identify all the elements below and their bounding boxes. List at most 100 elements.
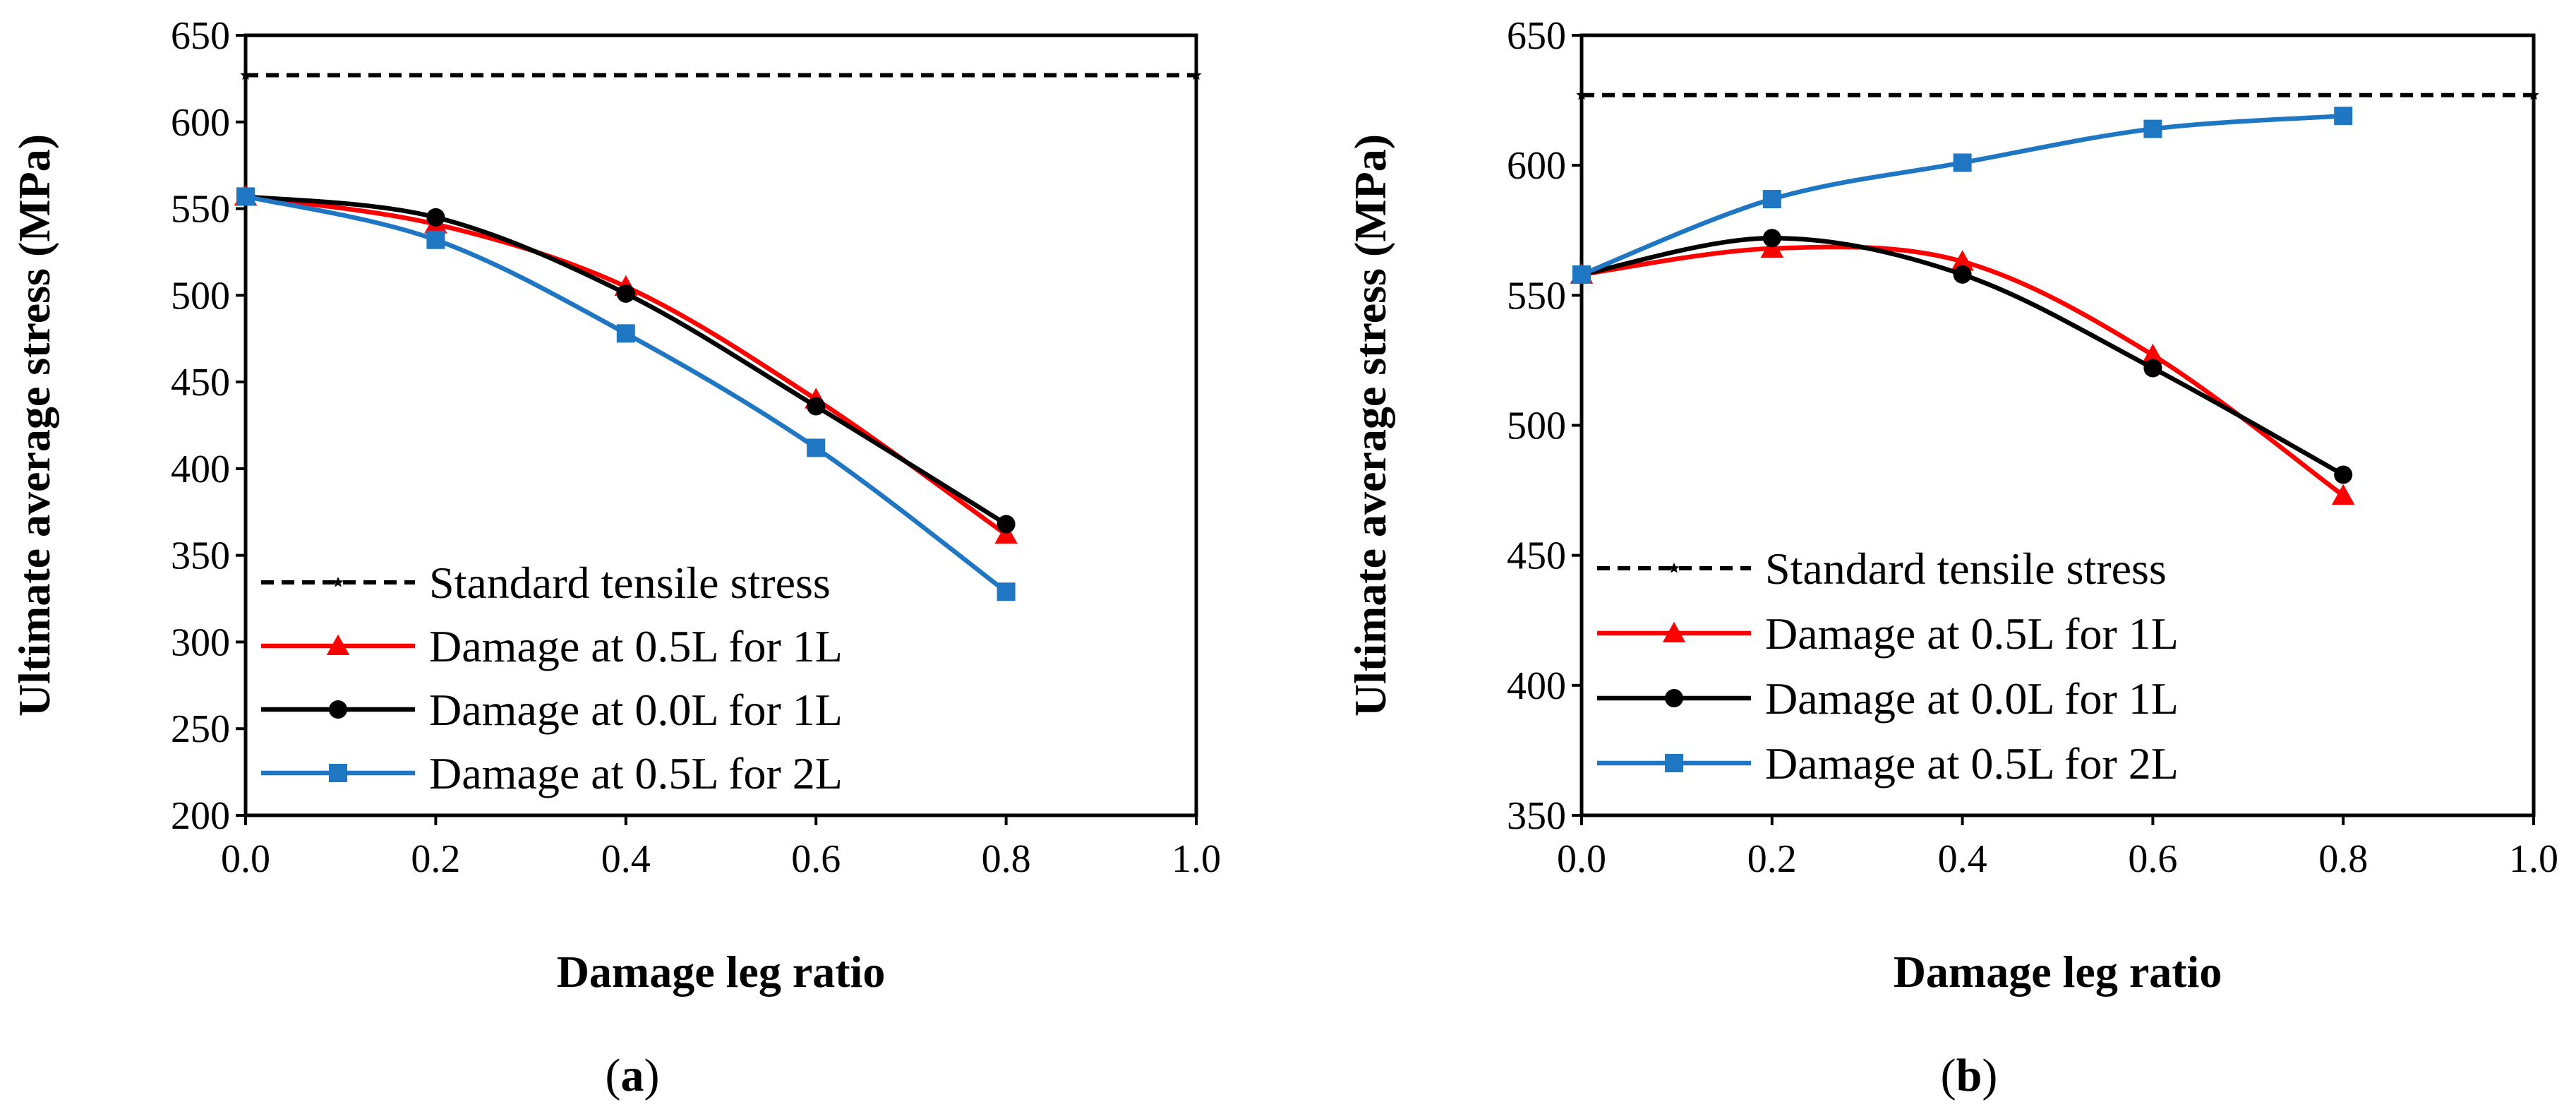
data-point bbox=[616, 284, 635, 303]
data-point bbox=[2334, 107, 2353, 126]
legend-item: Standard tensile stress bbox=[1597, 544, 2167, 594]
data-point bbox=[994, 522, 1018, 544]
series-1 bbox=[240, 69, 1202, 80]
y-tick-label: 600 bbox=[1507, 144, 1566, 188]
caption-close-paren: ) bbox=[644, 1050, 660, 1101]
y-tick-label: 550 bbox=[1507, 274, 1566, 318]
x-tick-label: 1.0 bbox=[2509, 837, 2558, 881]
data-point bbox=[1953, 153, 1972, 172]
series-2 bbox=[234, 185, 1018, 544]
x-tick-label: 0.2 bbox=[1747, 837, 1797, 881]
legend-item: Damage at 0.5L for 1L bbox=[1597, 609, 2179, 659]
y-axis-title: Ultimate average stress (MPa) bbox=[1345, 134, 1395, 717]
y-tick-label: 650 bbox=[171, 14, 230, 58]
data-point bbox=[1572, 265, 1591, 284]
legend-label: Damage at 0.5L for 1L bbox=[1765, 609, 2179, 659]
legend-swatch-marker bbox=[329, 764, 347, 782]
panel-caption: (b) bbox=[1941, 1050, 1998, 1101]
series-3 bbox=[1572, 229, 2353, 484]
data-point bbox=[1762, 190, 1781, 209]
x-tick-label: 1.0 bbox=[1172, 837, 1221, 881]
x-tick-label: 0.0 bbox=[221, 837, 270, 881]
legend-swatch-marker bbox=[1668, 563, 1680, 573]
y-tick-label: 300 bbox=[171, 621, 230, 664]
caption-open-paren: ( bbox=[1941, 1050, 1956, 1101]
y-tick-label: 350 bbox=[1507, 794, 1566, 838]
x-tick-label: 0.0 bbox=[1557, 837, 1606, 881]
data-point bbox=[997, 582, 1016, 601]
data-point bbox=[236, 187, 255, 206]
x-tick-label: 0.6 bbox=[791, 837, 841, 881]
data-point bbox=[807, 438, 826, 457]
data-point bbox=[1951, 250, 1974, 271]
legend-label: Damage at 0.5L for 1L bbox=[429, 621, 843, 671]
series-line bbox=[1581, 244, 2345, 498]
y-tick-label: 600 bbox=[171, 101, 230, 145]
legend: Standard tensile stress Damage at 0.5L fo… bbox=[1597, 544, 2179, 789]
data-point bbox=[1762, 229, 1781, 248]
data-point bbox=[1953, 265, 1972, 284]
legend-item: Damage at 0.0L for 1L bbox=[261, 685, 843, 735]
legend-item: Damage at 0.0L for 1L bbox=[1597, 673, 2179, 724]
data-point bbox=[2528, 89, 2539, 100]
data-point bbox=[2334, 465, 2353, 484]
data-point bbox=[1760, 236, 1784, 258]
x-tick-label: 0.4 bbox=[601, 837, 651, 881]
caption-label: a bbox=[621, 1050, 644, 1101]
y-tick-label: 350 bbox=[171, 534, 230, 578]
x-axis-title: Damage leg ratio bbox=[1894, 947, 2222, 997]
legend-item: Damage at 0.5L for 2L bbox=[261, 748, 843, 798]
legend-swatch-marker bbox=[332, 577, 344, 587]
legend-swatch-marker bbox=[1662, 621, 1686, 642]
series-4 bbox=[236, 187, 1016, 601]
y-axis-title: Ultimate average stress (MPa) bbox=[9, 134, 59, 717]
panel-caption: (a) bbox=[606, 1050, 660, 1101]
caption-close-paren: ) bbox=[1982, 1050, 1997, 1101]
legend-swatch-marker bbox=[1665, 689, 1683, 707]
panel-b: 350 400 450 500 550 600 650 0.0 0.2 0.4 0.6 0.8 1.0 D… bbox=[1345, 14, 2558, 1101]
legend-item: Damage at 0.5L for 2L bbox=[1597, 738, 2179, 789]
data-point bbox=[1191, 69, 1202, 80]
data-point bbox=[2331, 484, 2355, 505]
series-3 bbox=[236, 187, 1016, 534]
x-tick-label: 0.8 bbox=[2318, 837, 2368, 881]
legend-swatch-marker bbox=[1665, 754, 1683, 772]
y-tick-label: 500 bbox=[1507, 404, 1566, 448]
plot-area-frame bbox=[243, 33, 1198, 817]
x-axis-title: Damage leg ratio bbox=[557, 947, 886, 997]
legend-item: Damage at 0.5L for 1L bbox=[261, 621, 843, 671]
data-point bbox=[2143, 119, 2162, 138]
data-point bbox=[240, 69, 251, 80]
legend-item: Standard tensile stress bbox=[261, 558, 831, 608]
data-point bbox=[997, 515, 1016, 534]
y-tick-label: 450 bbox=[1507, 534, 1566, 578]
y-tick-label: 400 bbox=[171, 448, 230, 491]
series-1 bbox=[1576, 89, 2539, 100]
legend-label: Damage at 0.0L for 1L bbox=[1765, 673, 2179, 724]
legend-label: Damage at 0.5L for 2L bbox=[1765, 738, 2179, 789]
y-tick-label: 500 bbox=[171, 274, 230, 318]
data-point bbox=[2141, 343, 2165, 365]
caption-label: b bbox=[1956, 1050, 1982, 1101]
data-point bbox=[616, 324, 635, 343]
legend-label: Damage at 0.5L for 2L bbox=[429, 748, 843, 798]
x-tick-label: 0.8 bbox=[982, 837, 1031, 881]
y-tick-label: 250 bbox=[171, 707, 230, 751]
series-line bbox=[245, 194, 1008, 594]
data-point bbox=[426, 230, 445, 249]
legend-label: Standard tensile stress bbox=[429, 558, 831, 608]
data-point bbox=[426, 208, 445, 227]
data-point bbox=[1576, 89, 1587, 100]
x-tick-label: 0.6 bbox=[2128, 837, 2177, 881]
y-tick-label: 550 bbox=[171, 188, 230, 232]
x-tick-label: 0.4 bbox=[1938, 837, 1987, 881]
data-point bbox=[2143, 359, 2162, 378]
legend-label: Damage at 0.0L for 1L bbox=[429, 685, 843, 735]
x-tick-label: 0.2 bbox=[411, 837, 460, 881]
y-tick-label: 450 bbox=[171, 361, 230, 404]
legend: Standard tensile stress Damage at 0.5L fo… bbox=[261, 558, 843, 798]
data-point bbox=[807, 397, 826, 416]
series-4 bbox=[1572, 107, 2353, 284]
legend-swatch-marker bbox=[329, 700, 347, 719]
